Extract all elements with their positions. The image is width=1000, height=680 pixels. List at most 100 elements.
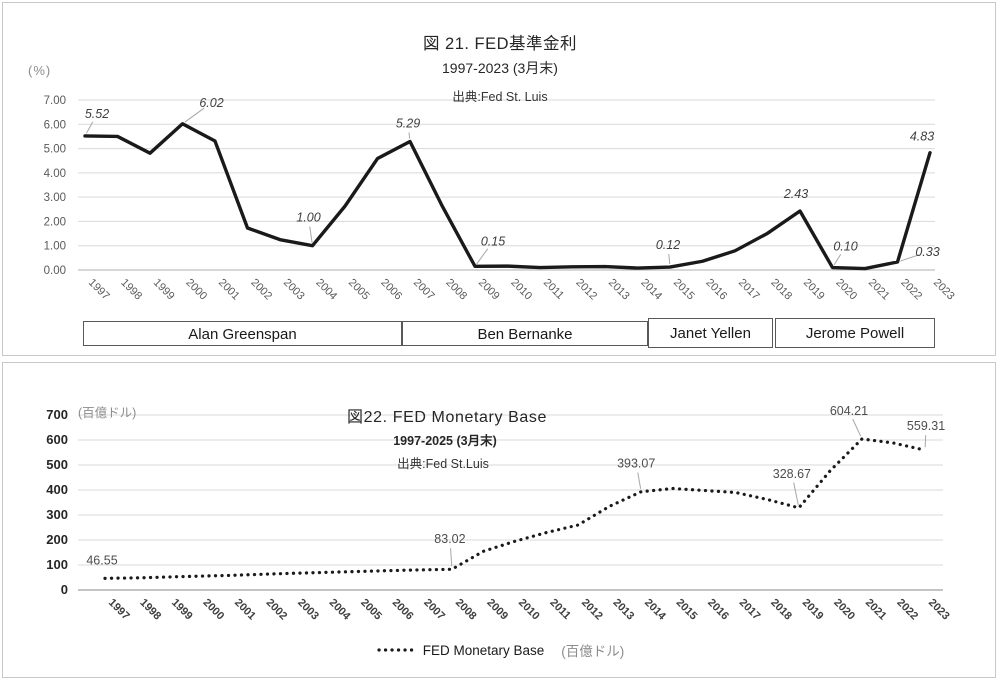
fig22-source: 出典:Fed St.Luis [397,457,489,471]
y-tick-label: 0 [61,582,68,597]
x-tick-label: 2001 [216,277,242,303]
fig21-panel [2,2,996,356]
fig22-y-axis-unit: (百億ドル) [78,406,137,420]
x-tick-label: 2005 [358,597,384,623]
x-tick-label: 1998 [118,277,144,303]
fig22-legend-unit: (百億ドル) [561,644,625,659]
annotation-leader [924,435,927,448]
x-tick-label: 2007 [411,277,437,303]
data-label: 604.21 [830,404,868,418]
annotation-leader [476,248,489,265]
x-tick-label: 1997 [106,597,132,623]
annotation-leader [309,226,313,243]
series-line-fig21 [83,122,932,271]
x-tick-label: 2013 [606,277,632,303]
y-tick-label: 6.00 [44,119,66,131]
y-tick-label: 600 [46,432,68,447]
fig21-y-axis-unit: (%) [28,63,52,78]
x-tick-label: 2006 [378,277,404,303]
x-tick-label: 2011 [541,277,566,302]
x-tick-label: 2012 [573,277,599,303]
x-tick-label: 2015 [671,277,697,303]
dotted-line-sample-icon [377,648,414,652]
x-tick-label: 2000 [200,597,226,623]
fig21-source: 出典:Fed St. Luis [452,90,548,104]
series-line-fig22 [103,437,927,580]
data-label: 4.83 [910,130,934,144]
x-tick-label: 2017 [736,277,762,303]
x-tick-label: 2004 [327,597,353,623]
x-tick-label: 2000 [183,277,209,303]
x-tick-label: 1999 [151,277,177,303]
data-label: 6.02 [199,96,223,110]
annotation-leader [184,107,205,123]
x-tick-label: 2002 [248,277,274,303]
y-tick-label: 200 [46,532,68,547]
data-label: 5.52 [85,107,109,121]
y-tick-label: 300 [46,507,68,522]
x-tick-label: 2010 [508,277,534,303]
x-tick-label: 2018 [768,597,794,623]
y-tick-label: 700 [46,407,68,422]
x-tick-label: 2005 [346,277,372,303]
annotation-leader [85,121,94,134]
annotation-leader [852,418,862,437]
annotation-leader [668,254,671,265]
y-tick-label: 0.00 [44,265,66,277]
chair-box-janet-yellen: Janet Yellen [648,318,773,348]
data-label: 393.07 [617,457,655,471]
x-tick-label: 2023 [931,277,957,303]
x-tick-label: 2007 [421,597,447,623]
x-tick-label: 1997 [86,277,112,303]
x-tick-label: 2016 [703,277,729,303]
x-tick-label: 2019 [800,597,826,623]
fig21-title: 図 21. FED基準金利 [422,35,578,53]
fig22-legend-label: FED Monetary Base [422,642,545,658]
x-tick-label: 2020 [831,597,857,623]
annotation-leader [637,472,642,489]
x-tick-label: 2010 [516,597,542,623]
x-tick-label: 1999 [169,597,195,623]
data-label: 83.02 [434,532,465,546]
x-tick-label: 2023 [926,597,952,623]
data-label: 0.33 [915,245,939,259]
data-label: 559.31 [907,419,945,433]
y-tick-label: 400 [46,482,68,497]
x-tick-label: 2004 [313,277,339,303]
x-tick-label: 2015 [674,597,700,623]
x-tick-label: 2009 [476,277,502,303]
y-tick-label: 500 [46,457,68,472]
x-tick-label: 2008 [443,277,469,303]
x-tick-label: 2012 [579,597,605,623]
x-tick-label: 2020 [833,277,859,303]
x-tick-label: 2017 [737,597,763,623]
annotation-leader [450,548,453,567]
chair-box-jerome-powell: Jerome Powell [775,318,935,348]
data-label: 46.55 [86,553,117,567]
x-tick-label: 2013 [611,597,637,623]
x-tick-label: 2016 [705,597,731,623]
annotation-leader [408,132,411,139]
data-label: 0.12 [656,238,680,252]
x-tick-label: 2019 [801,277,827,303]
annotation-leader [833,253,842,266]
y-tick-label: 100 [46,557,68,572]
x-tick-label: 2002 [264,597,290,623]
data-label: 0.15 [481,234,505,248]
x-tick-label: 2011 [547,597,572,622]
y-tick-label: 5.00 [44,144,66,156]
x-tick-label: 2003 [295,597,321,623]
x-tick-label: 2009 [484,597,510,623]
data-label: 1.00 [296,211,320,225]
x-tick-label: 2018 [768,277,794,303]
y-tick-label: 1.00 [44,241,66,253]
annotation-leader [900,254,920,262]
y-tick-label: 7.00 [44,95,66,107]
x-tick-label: 2021 [863,597,889,623]
fig22-title: 図22. FED Monetary Base [347,409,547,426]
x-tick-label: 2021 [866,277,892,303]
fig22-subtitle: 1997-2025 (3月末) [393,434,497,448]
x-tick-label: 2008 [453,597,479,623]
